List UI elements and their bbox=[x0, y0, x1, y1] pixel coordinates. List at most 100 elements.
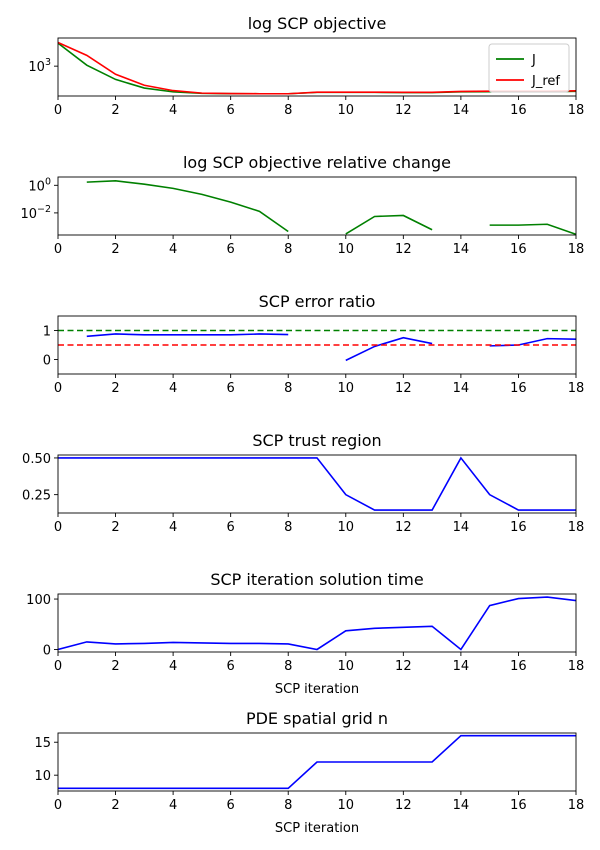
plot-frame bbox=[57, 732, 577, 792]
x-tick-label: 6 bbox=[227, 520, 235, 535]
plot-frame bbox=[57, 454, 577, 514]
x-tick-label: 8 bbox=[284, 659, 292, 674]
x-tick-label: 4 bbox=[169, 520, 177, 535]
x-tick-label: 10 bbox=[338, 798, 355, 813]
x-tick-label: 4 bbox=[169, 798, 177, 813]
x-tick-label: 8 bbox=[284, 798, 292, 813]
x-tick-label: 18 bbox=[568, 242, 585, 257]
x-tick-label: 10 bbox=[338, 242, 355, 257]
x-tick-label: 8 bbox=[284, 520, 292, 535]
series-line-1 bbox=[58, 456, 576, 511]
y-tick-label: 103 bbox=[28, 57, 51, 75]
y-tick-base: 10 bbox=[28, 60, 45, 75]
x-tick-label: 10 bbox=[338, 659, 355, 674]
series-line-1 bbox=[86, 180, 576, 235]
chart-panel-6: PDE spatial grid n 0 2 4 6 8 10 12 14 16 18 15 10 SCP… bbox=[34, 709, 584, 836]
x-tick-label: 18 bbox=[568, 103, 585, 118]
x-tick-label: 12 bbox=[395, 242, 412, 257]
x-tick-label: 0 bbox=[54, 381, 62, 396]
x-tick-label: 0 bbox=[54, 798, 62, 813]
x-tick-label: 18 bbox=[568, 520, 585, 535]
x-tick-label: 8 bbox=[284, 103, 292, 118]
series-line-1 bbox=[58, 596, 576, 651]
chart-panel-5: SCP iteration solution time 0 2 4 6 8 10 12 14 16… bbox=[26, 570, 584, 697]
plot-frame bbox=[57, 37, 577, 97]
x-tick-label: 0 bbox=[54, 242, 62, 257]
plot-frame bbox=[57, 593, 577, 653]
y-tick-label: 0 bbox=[43, 643, 51, 658]
x-tick-label: 8 bbox=[284, 242, 292, 257]
plot-frame bbox=[57, 176, 577, 236]
x-tick-label: 6 bbox=[227, 381, 235, 396]
x-tick-label: 16 bbox=[510, 798, 527, 813]
x-tick-label: 2 bbox=[111, 520, 119, 535]
x-tick-label: 12 bbox=[395, 520, 412, 535]
x-tick-label: 18 bbox=[568, 798, 585, 813]
y-tick-label: 100 bbox=[28, 176, 51, 194]
x-tick-label: 12 bbox=[395, 659, 412, 674]
chart-title: PDE spatial grid n bbox=[246, 709, 388, 728]
x-tick-label: 0 bbox=[54, 520, 62, 535]
x-tick-label: 4 bbox=[169, 659, 177, 674]
chart-title: SCP trust region bbox=[252, 431, 381, 450]
y-tick-label: 100 bbox=[26, 593, 51, 608]
x-tick-label: 14 bbox=[453, 798, 470, 813]
series-line-1 bbox=[86, 333, 576, 362]
x-tick-label: 10 bbox=[338, 381, 355, 396]
x-tick-label: 12 bbox=[395, 798, 412, 813]
y-tick-label: 0.25 bbox=[22, 489, 51, 504]
y-tick-exponent: −2 bbox=[37, 204, 51, 215]
x-tick-label: 16 bbox=[510, 381, 527, 396]
x-tick-label: 2 bbox=[111, 798, 119, 813]
y-tick-label: 0 bbox=[43, 354, 51, 369]
y-tick-label: 0.50 bbox=[22, 452, 51, 467]
y-tick-base: 10 bbox=[20, 207, 37, 222]
x-tick-label: 16 bbox=[510, 520, 527, 535]
x-tick-label: 14 bbox=[453, 381, 470, 396]
x-tick-label: 12 bbox=[395, 381, 412, 396]
x-tick-label: 18 bbox=[568, 381, 585, 396]
x-tick-label: 16 bbox=[510, 242, 527, 257]
legend: J J_ref bbox=[488, 43, 570, 93]
x-tick-label: 0 bbox=[54, 659, 62, 674]
y-tick-label: 10 bbox=[34, 769, 51, 784]
legend-label: J bbox=[531, 53, 536, 68]
x-tick-label: 14 bbox=[453, 242, 470, 257]
chart-panel-2: log SCP objective relative change 0 2 4 6 8 10… bbox=[20, 153, 584, 257]
x-tick-label: 6 bbox=[227, 242, 235, 257]
x-tick-label: 2 bbox=[111, 659, 119, 674]
chart-panel-4: SCP trust region 0 2 4 6 8 10 12 14 16 18 0.50 0.25 bbox=[22, 431, 584, 535]
x-tick-label: 14 bbox=[453, 103, 470, 118]
x-tick-label: 16 bbox=[510, 659, 527, 674]
x-tick-label: 4 bbox=[169, 242, 177, 257]
x-tick-label: 10 bbox=[338, 520, 355, 535]
legend-label: J_ref bbox=[531, 74, 560, 89]
x-tick-label: 14 bbox=[453, 659, 470, 674]
chart-title: SCP error ratio bbox=[259, 292, 376, 311]
y-tick-exponent: 0 bbox=[45, 176, 51, 187]
y-tick-label: 1 bbox=[43, 325, 51, 340]
x-tick-label: 8 bbox=[284, 381, 292, 396]
x-tick-label: 16 bbox=[510, 103, 527, 118]
y-tick-base: 10 bbox=[28, 179, 45, 194]
x-tick-label: 14 bbox=[453, 520, 470, 535]
x-tick-label: 18 bbox=[568, 659, 585, 674]
x-tick-label: 12 bbox=[395, 103, 412, 118]
plot-frame bbox=[57, 315, 577, 375]
x-axis-label: SCP iteration bbox=[275, 821, 359, 836]
x-axis-label: SCP iteration bbox=[275, 682, 359, 697]
y-tick-label: 10−2 bbox=[20, 204, 51, 222]
x-tick-label: 0 bbox=[54, 103, 62, 118]
y-tick-exponent: 3 bbox=[45, 57, 51, 68]
x-tick-label: 2 bbox=[111, 381, 119, 396]
x-tick-label: 6 bbox=[227, 103, 235, 118]
y-tick-label: 15 bbox=[34, 736, 51, 751]
chart-title: log SCP objective relative change bbox=[183, 153, 451, 172]
x-tick-label: 2 bbox=[111, 103, 119, 118]
x-tick-label: 6 bbox=[227, 798, 235, 813]
x-tick-label: 2 bbox=[111, 242, 119, 257]
x-tick-label: 6 bbox=[227, 659, 235, 674]
chart-title: SCP iteration solution time bbox=[210, 570, 423, 589]
